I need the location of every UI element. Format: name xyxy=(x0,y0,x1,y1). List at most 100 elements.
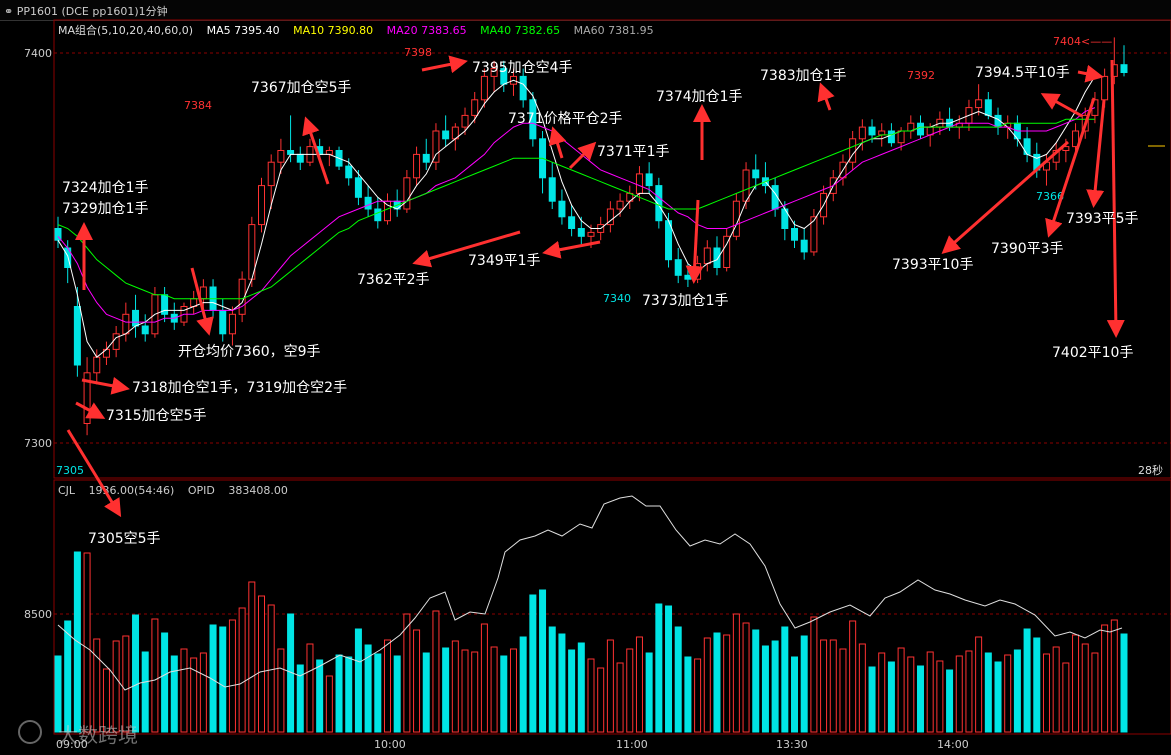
volume-bar xyxy=(1110,619,1118,733)
ma40-label: MA40 7382.65 xyxy=(480,24,561,37)
candle-body xyxy=(975,99,983,109)
candle-body xyxy=(606,208,614,226)
volume-bar xyxy=(723,634,731,733)
candle xyxy=(674,248,682,284)
candle-body xyxy=(73,306,81,366)
candle xyxy=(471,92,479,124)
volume-bar xyxy=(1120,633,1128,733)
candle xyxy=(83,357,91,436)
arrow-a7 xyxy=(302,116,330,185)
candle-body xyxy=(1072,130,1080,148)
volume-bar xyxy=(432,610,440,733)
candle-body xyxy=(219,309,227,335)
annotation-a3: 7318加仓空1手，7319加仓空2手 xyxy=(132,380,347,396)
volume-bar xyxy=(1052,646,1060,733)
arrow-a17 xyxy=(941,140,1069,254)
candle-body xyxy=(432,130,440,163)
candle xyxy=(141,314,149,342)
candle xyxy=(703,240,711,272)
candle xyxy=(645,162,653,194)
volume-bar xyxy=(907,656,915,733)
arrow-a16 xyxy=(1077,64,1104,83)
candle-body xyxy=(364,196,372,210)
annotation-a14: 7373加仓1手 xyxy=(642,293,729,309)
volume-bar xyxy=(519,636,527,733)
volume-bar xyxy=(228,619,236,733)
volume-bar xyxy=(703,637,711,733)
volume-bar xyxy=(800,635,808,733)
annotation-a2: 7329加仓1手 xyxy=(62,201,149,217)
watermark-logo-icon xyxy=(18,720,42,744)
candle-body xyxy=(112,333,120,350)
annotation-a10: 7371价格平仓2手 xyxy=(508,111,623,127)
ma-legend: MA组合(5,10,20,40,60,0) MA5 7395.40 MA10 7… xyxy=(58,22,664,38)
volume-bar xyxy=(93,638,101,733)
volume-bar xyxy=(781,626,789,733)
candle-body xyxy=(490,68,498,77)
candle-body xyxy=(374,208,382,222)
candle-body xyxy=(122,313,130,335)
volume-bar xyxy=(1023,628,1031,733)
candle xyxy=(761,162,769,194)
volume-bar xyxy=(54,655,62,733)
candle-body xyxy=(587,231,595,237)
ma-lines xyxy=(57,76,1096,358)
candle-body xyxy=(1120,64,1128,73)
annotation-a4: 7315加仓空5手 xyxy=(106,408,207,424)
volume-bar xyxy=(606,639,614,733)
volume-bar xyxy=(248,581,256,733)
candle-body xyxy=(141,325,149,335)
candle-body xyxy=(461,114,469,128)
ma5-label: MA5 7395.40 xyxy=(206,24,280,37)
candle xyxy=(791,220,799,248)
candle-body xyxy=(984,99,992,116)
time-tick-1100: 11:00 xyxy=(616,738,648,751)
candle-body xyxy=(238,278,246,315)
ma40-line xyxy=(57,118,1095,300)
annotation-a17: 7393平10手 xyxy=(892,257,973,273)
candle-body xyxy=(616,200,624,210)
volume-bar xyxy=(471,651,479,733)
volume-bar xyxy=(655,603,663,733)
ma20-label: MA20 7383.65 xyxy=(386,24,467,37)
mark-7305: 7305 xyxy=(56,464,84,477)
candlestick-series xyxy=(54,37,1128,436)
arrow-a10 xyxy=(548,126,567,159)
candle-body xyxy=(529,99,537,140)
candle-body xyxy=(480,75,488,101)
annotation-a16: 7394.5平10手 xyxy=(975,65,1070,81)
candle-body xyxy=(345,165,353,179)
volume-bar xyxy=(916,665,924,733)
candle xyxy=(732,193,740,241)
candle-body xyxy=(713,247,721,268)
volume-bar xyxy=(480,623,488,733)
candle xyxy=(190,290,198,315)
mark-7398: 7398 xyxy=(404,46,432,59)
candle-body xyxy=(791,228,799,241)
volume-bar xyxy=(413,629,421,733)
annotation-a12: 7349平1手 xyxy=(468,253,541,269)
watermark: 大数跨境 xyxy=(18,720,138,747)
candle xyxy=(1072,123,1080,155)
annotation-a1: 7324加仓1手 xyxy=(62,180,149,196)
volume-bar xyxy=(946,669,954,733)
opid-label: OPID xyxy=(187,484,215,497)
candle xyxy=(684,263,692,287)
volume-bar xyxy=(238,607,246,733)
candle xyxy=(626,185,634,209)
arrow-a18 xyxy=(1045,97,1096,238)
mark-7404: 7404 xyxy=(1053,35,1081,48)
candle xyxy=(393,189,401,217)
candle-body xyxy=(558,200,566,218)
volume-bar xyxy=(897,647,905,733)
candle xyxy=(102,341,110,365)
candle xyxy=(1091,92,1099,124)
candle xyxy=(781,201,789,241)
annotation-a11: 7371平1手 xyxy=(597,144,670,160)
candle xyxy=(480,68,488,108)
symbol-code: PP1601 xyxy=(16,5,58,18)
arrow-a11 xyxy=(568,141,597,170)
volume-bar xyxy=(965,650,973,733)
arrow-a19 xyxy=(1086,99,1106,208)
